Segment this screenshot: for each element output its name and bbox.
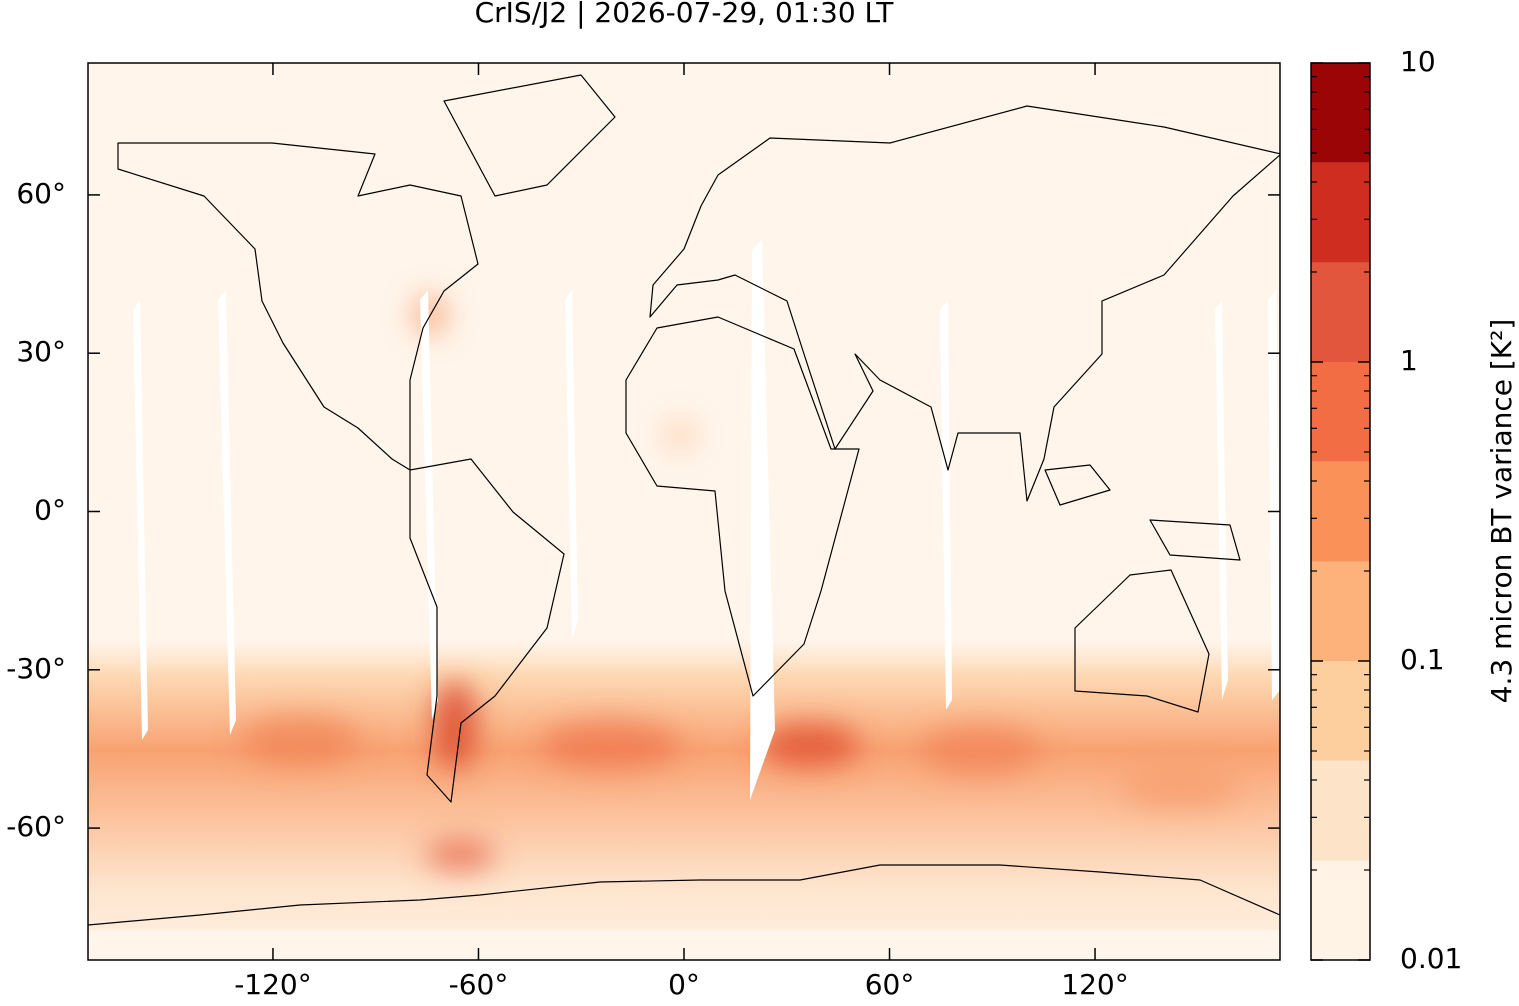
colorbar-label: 4.3 micron BT variance [K²] xyxy=(1485,319,1518,704)
colorbar-band xyxy=(1311,760,1370,861)
colorbar-band xyxy=(1311,561,1370,661)
y-tick-label: 0° xyxy=(34,494,66,527)
colorbar-band xyxy=(1311,162,1370,263)
colorbar-band xyxy=(1311,661,1370,761)
x-tick-label: 0° xyxy=(668,968,700,1001)
colorbar-tick-label: 1 xyxy=(1400,344,1418,377)
chart-title: CrIS/J2 | 2026-07-29, 01:30 LT xyxy=(475,0,895,29)
storm-band xyxy=(88,640,1280,930)
colorbar-band xyxy=(1311,461,1370,562)
x-tick-label: -60° xyxy=(449,968,509,1001)
y-tick-label: -60° xyxy=(6,810,66,843)
map-field xyxy=(88,63,1280,960)
swath-gaps xyxy=(133,240,1280,800)
coastlines xyxy=(88,74,1280,926)
colorbar-frame xyxy=(1310,62,1371,961)
colorbar-tick-label: 10 xyxy=(1400,45,1436,78)
y-tick-label: 60° xyxy=(16,177,66,210)
colorbar-band xyxy=(1311,362,1370,462)
colorbar-band xyxy=(1311,262,1370,362)
colorbar-band xyxy=(1311,860,1370,960)
hotspots xyxy=(240,295,1240,870)
x-tick-label: -120° xyxy=(234,968,312,1001)
colorbar-band xyxy=(1311,63,1370,163)
x-tick-label: 120° xyxy=(1061,968,1128,1001)
x-tick-label: 60° xyxy=(865,968,915,1001)
y-tick-label: 30° xyxy=(16,335,66,368)
colorbar-tick-label: 0.01 xyxy=(1400,942,1462,975)
colorbar-tick-label: 0.1 xyxy=(1400,643,1445,676)
y-tick-label: -30° xyxy=(6,652,66,685)
